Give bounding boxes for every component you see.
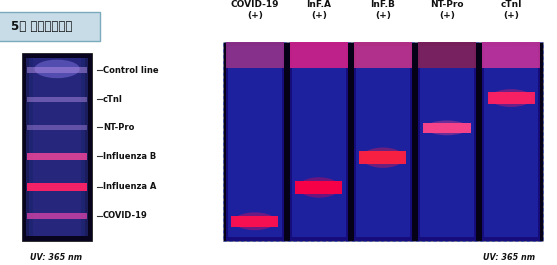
Bar [27, 213, 87, 219]
Bar [423, 123, 471, 132]
Text: COVID-19: COVID-19 [103, 211, 148, 220]
Bar [231, 216, 278, 227]
Ellipse shape [490, 89, 532, 107]
Bar [487, 92, 535, 104]
Bar [292, 46, 346, 237]
Bar [290, 42, 348, 68]
Bar [354, 42, 412, 241]
Bar [482, 42, 540, 68]
Text: InF.B
(+): InF.B (+) [370, 1, 395, 20]
Text: Influenza A: Influenza A [103, 182, 157, 191]
Text: Control line: Control line [103, 66, 159, 75]
Bar [223, 42, 543, 241]
Bar [418, 42, 476, 68]
Bar [27, 183, 87, 191]
Bar [27, 125, 87, 130]
Bar [482, 42, 540, 241]
Bar [356, 46, 410, 237]
Text: 5종 다중진단키트: 5종 다중진단키트 [11, 20, 72, 33]
Ellipse shape [426, 121, 468, 135]
Bar [27, 67, 87, 73]
Text: NT-Pro
(+): NT-Pro (+) [430, 1, 464, 20]
Text: UV: 365 nm: UV: 365 nm [30, 253, 82, 262]
Bar [27, 153, 87, 160]
Bar [228, 46, 282, 237]
Text: UV: 365 nm: UV: 365 nm [482, 253, 535, 262]
Ellipse shape [297, 177, 340, 198]
Ellipse shape [35, 60, 80, 78]
Bar [33, 58, 81, 236]
Bar [290, 42, 348, 241]
FancyBboxPatch shape [0, 12, 100, 41]
Bar [418, 42, 476, 241]
Bar [484, 46, 538, 237]
Bar [354, 42, 412, 68]
Text: cTnI: cTnI [103, 95, 123, 104]
Bar [295, 181, 343, 194]
Bar [27, 97, 87, 102]
Text: NT-Pro: NT-Pro [103, 123, 134, 132]
Bar [22, 53, 92, 241]
Text: Influenza B: Influenza B [103, 152, 157, 161]
Bar [226, 42, 284, 68]
Bar [420, 46, 474, 237]
Bar [29, 58, 85, 236]
Ellipse shape [233, 212, 276, 230]
Text: COVID-19
(+): COVID-19 (+) [231, 1, 279, 20]
Bar [26, 58, 89, 236]
Text: cTnI
(+): cTnI (+) [500, 1, 522, 20]
Text: InF.A
(+): InF.A (+) [306, 1, 331, 20]
Bar [359, 151, 407, 164]
Bar [226, 42, 284, 241]
Ellipse shape [361, 148, 404, 168]
